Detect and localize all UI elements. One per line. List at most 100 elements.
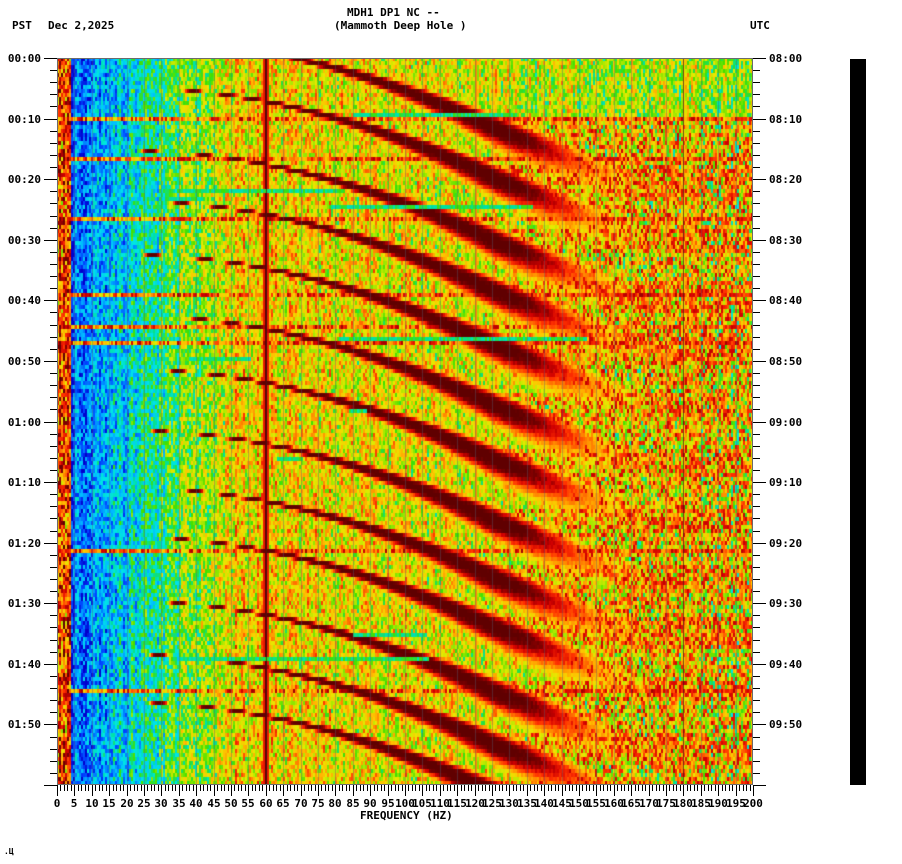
freq-tick-major bbox=[475, 785, 476, 796]
freq-tick-minor bbox=[200, 785, 201, 791]
freq-tick-minor bbox=[676, 785, 677, 791]
time-tick-major bbox=[753, 543, 766, 544]
freq-tick-minor bbox=[315, 785, 316, 791]
freq-tick-label: 160 bbox=[604, 797, 624, 810]
time-tick-minor bbox=[50, 385, 57, 386]
time-tick-minor bbox=[753, 688, 760, 689]
time-tick-label: 08:00 bbox=[769, 52, 803, 65]
time-tick-minor bbox=[50, 70, 57, 71]
time-tick-major bbox=[44, 543, 57, 544]
freq-tick-major bbox=[248, 785, 249, 796]
freq-tick-minor bbox=[652, 785, 653, 791]
freq-tick-minor bbox=[210, 785, 211, 791]
freq-tick-label: 110 bbox=[430, 797, 450, 810]
time-tick-major bbox=[753, 58, 766, 59]
freq-tick-minor bbox=[433, 785, 434, 791]
freq-tick-minor bbox=[610, 785, 611, 791]
freq-tick-major bbox=[127, 785, 128, 796]
freq-tick-minor bbox=[548, 785, 549, 791]
time-tick-label: 09:50 bbox=[769, 718, 803, 731]
freq-tick-major bbox=[388, 785, 389, 796]
clipping-indicator-strip bbox=[850, 59, 866, 785]
freq-tick-label: 75 bbox=[311, 797, 325, 810]
freq-tick-minor bbox=[468, 785, 469, 791]
freq-tick-major bbox=[701, 785, 702, 796]
time-tick-major bbox=[44, 300, 57, 301]
time-tick-minor bbox=[753, 106, 760, 107]
freq-tick-label: 60 bbox=[259, 797, 273, 810]
time-tick-label: 08:50 bbox=[769, 355, 803, 368]
time-tick-label: 09:30 bbox=[769, 597, 803, 610]
time-tick-minor bbox=[50, 518, 57, 519]
time-tick-label: 09:20 bbox=[769, 537, 803, 550]
freq-tick-label: 85 bbox=[346, 797, 360, 810]
freq-tick-major bbox=[214, 785, 215, 796]
freq-tick-minor bbox=[346, 785, 347, 791]
freq-tick-label: 105 bbox=[412, 797, 432, 810]
time-tick-minor bbox=[753, 749, 760, 750]
spectrogram-image bbox=[57, 58, 753, 785]
freq-tick-minor bbox=[729, 785, 730, 791]
freq-tick-minor bbox=[607, 785, 608, 791]
freq-tick-minor bbox=[360, 785, 361, 791]
freq-tick-minor bbox=[673, 785, 674, 791]
time-tick-label: 01:00 bbox=[7, 416, 41, 429]
time-tick-minor bbox=[50, 94, 57, 95]
time-tick-minor bbox=[753, 567, 760, 568]
time-tick-major bbox=[753, 119, 766, 120]
frequency-axis-title: FREQUENCY (HZ) bbox=[360, 809, 453, 822]
freq-tick-minor bbox=[485, 785, 486, 791]
freq-tick-label: 25 bbox=[137, 797, 151, 810]
freq-tick-minor bbox=[221, 785, 222, 791]
freq-tick-minor bbox=[489, 785, 490, 791]
time-tick-minor bbox=[50, 458, 57, 459]
freq-tick-minor bbox=[478, 785, 479, 791]
time-tick-minor bbox=[50, 749, 57, 750]
freq-tick-minor bbox=[558, 785, 559, 791]
freq-tick-major bbox=[596, 785, 597, 796]
freq-tick-minor bbox=[130, 785, 131, 791]
freq-tick-minor bbox=[328, 785, 329, 791]
freq-tick-minor bbox=[534, 785, 535, 791]
time-tick-minor bbox=[50, 252, 57, 253]
freq-tick-minor bbox=[464, 785, 465, 791]
freq-tick-label: 100 bbox=[395, 797, 415, 810]
freq-tick-minor bbox=[356, 785, 357, 791]
time-tick-major bbox=[44, 482, 57, 483]
freq-tick-minor bbox=[311, 785, 312, 791]
time-tick-minor bbox=[753, 652, 760, 653]
freq-tick-minor bbox=[175, 785, 176, 791]
freq-tick-major bbox=[92, 785, 93, 796]
spectrogram-plot-area[interactable] bbox=[57, 58, 753, 785]
time-tick-minor bbox=[50, 349, 57, 350]
freq-tick-label: 185 bbox=[691, 797, 711, 810]
frequency-axis: 0 5 10 15 20 25 30 35 40 45 50 55 60 65 70 75 80 85 90 95 10… bbox=[54, 785, 763, 825]
time-tick-label: 01:50 bbox=[7, 718, 41, 731]
time-tick-minor bbox=[753, 373, 760, 374]
time-tick-minor bbox=[753, 409, 760, 410]
freq-tick-major bbox=[718, 785, 719, 796]
time-tick-major bbox=[44, 361, 57, 362]
freq-tick-minor bbox=[297, 785, 298, 791]
time-tick-minor bbox=[753, 531, 760, 532]
freq-tick-minor bbox=[95, 785, 96, 791]
date-label: Dec 2,2025 bbox=[48, 19, 115, 32]
freq-tick-minor bbox=[429, 785, 430, 791]
freq-tick-label: 80 bbox=[328, 797, 342, 810]
time-tick-minor bbox=[753, 737, 760, 738]
time-tick-minor bbox=[50, 579, 57, 580]
freq-tick-minor bbox=[391, 785, 392, 791]
time-tick-minor bbox=[753, 143, 760, 144]
time-tick-label: 09:10 bbox=[769, 476, 803, 489]
time-tick-minor bbox=[50, 203, 57, 204]
time-tick-minor bbox=[753, 506, 760, 507]
time-tick-major bbox=[44, 58, 57, 59]
freq-tick-major bbox=[614, 785, 615, 796]
time-tick-major bbox=[44, 664, 57, 665]
freq-tick-minor bbox=[537, 785, 538, 791]
freq-tick-label: 140 bbox=[534, 797, 554, 810]
freq-tick-minor bbox=[600, 785, 601, 791]
freq-tick-minor bbox=[708, 785, 709, 791]
time-tick-minor bbox=[50, 312, 57, 313]
time-tick-major bbox=[753, 422, 766, 423]
